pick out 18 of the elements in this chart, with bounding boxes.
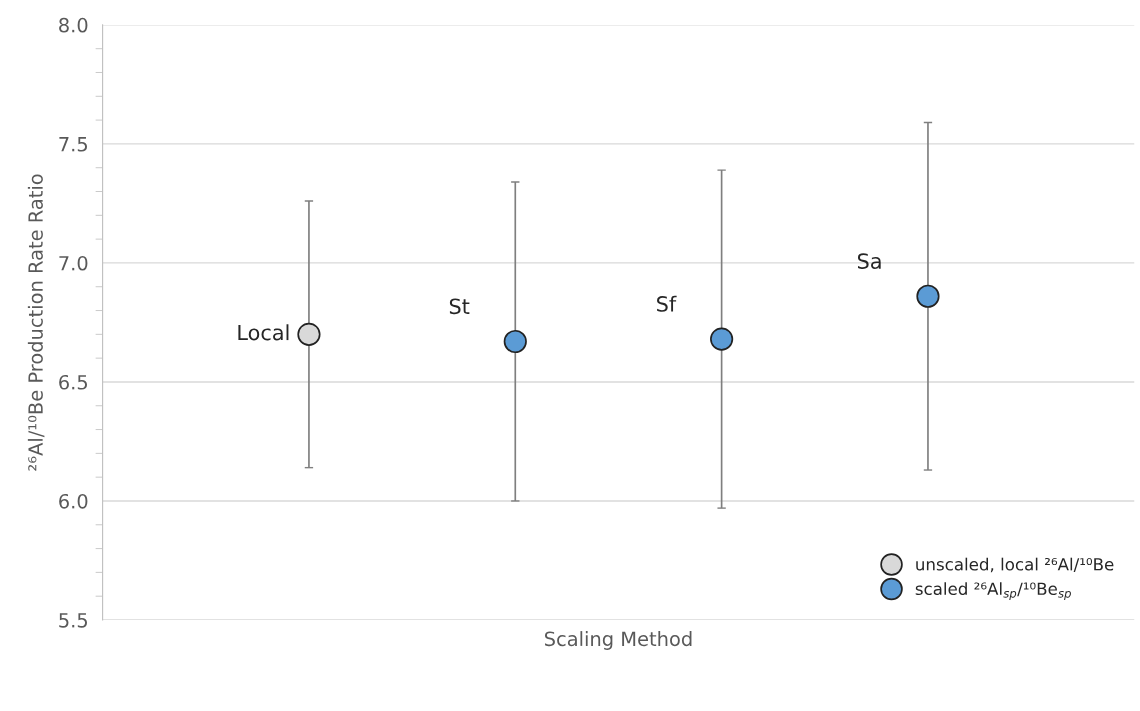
point (916, 284, 940, 308)
annotation: St (449, 298, 470, 315)
y-tick-label: 7.0 (59, 255, 88, 271)
y-tick-label: 6.0 (59, 493, 88, 509)
annotation: Sf (657, 295, 677, 312)
point (297, 322, 321, 346)
point (503, 329, 527, 354)
legend-label: scaled ²⁶Al$_{sp}$/¹⁰Be$_{sp}$ (915, 582, 1071, 600)
x-axis-title: Scaling Method (544, 631, 692, 650)
annotation: Local (238, 324, 289, 341)
y-axis-title: ²⁶Al/¹⁰Be Production Rate Ratio (27, 174, 45, 471)
y-tick-label: 7.5 (59, 137, 88, 152)
legend-label: unscaled, local ²⁶Al/¹⁰Be (916, 557, 1114, 573)
y-tick-label: 6.5 (59, 374, 88, 390)
y-tick-label: 5.5 (59, 613, 88, 628)
point (710, 327, 734, 351)
y-tick-label: 8.0 (59, 17, 88, 33)
annotation: Sa (857, 253, 881, 269)
